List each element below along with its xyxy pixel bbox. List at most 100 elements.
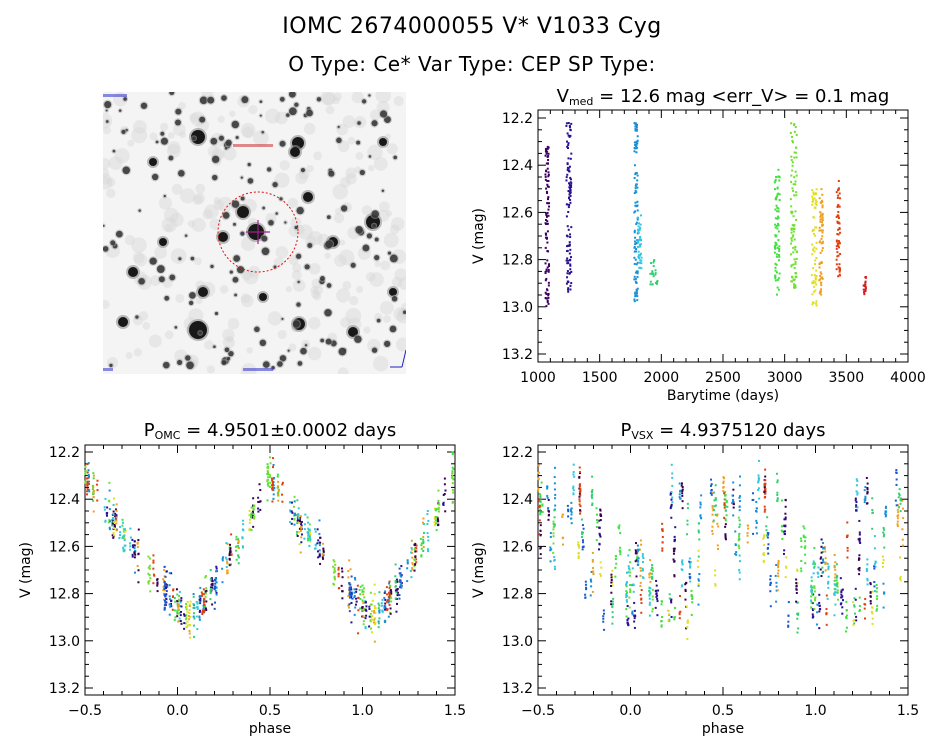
data-point: [230, 553, 233, 556]
data-point: [539, 553, 542, 556]
star: [112, 149, 116, 153]
data-point: [674, 606, 677, 609]
data-point: [873, 535, 876, 538]
data-point: [148, 580, 151, 583]
data-point: [317, 539, 320, 542]
data-point: [757, 459, 760, 462]
sky-haze: [308, 316, 321, 330]
data-point: [688, 575, 691, 578]
data-point: [649, 262, 652, 265]
star: [140, 102, 148, 109]
data-point: [610, 591, 613, 594]
data-point: [790, 135, 793, 138]
data-point: [170, 605, 173, 608]
data-point: [812, 562, 815, 565]
data-point: [547, 268, 550, 271]
data-point: [661, 541, 664, 544]
data-point: [791, 161, 794, 164]
chart-lightcurve: 1000 1500 2000 2500 3000 3500 400012.212.412.6…: [471, 109, 926, 404]
data-point: [237, 562, 240, 565]
data-point: [700, 517, 703, 520]
data-point: [763, 534, 766, 537]
data-point: [669, 493, 672, 496]
data-point: [667, 613, 670, 616]
data-point: [777, 559, 780, 562]
data-point: [824, 557, 827, 560]
star: [186, 361, 194, 370]
data-point: [92, 477, 95, 480]
data-point: [202, 604, 205, 607]
data-point: [732, 481, 735, 484]
data-point: [299, 551, 302, 554]
data-point: [538, 506, 541, 509]
data-point: [821, 204, 824, 207]
data-point: [855, 619, 858, 622]
data-point: [250, 528, 253, 531]
data-point: [199, 599, 202, 602]
data-point: [711, 530, 714, 533]
data-point: [681, 492, 684, 495]
x-tick-label: 1.5: [897, 703, 919, 719]
data-point: [668, 597, 671, 600]
data-point: [595, 539, 598, 542]
data-point: [795, 174, 798, 177]
data-point: [858, 573, 861, 576]
data-point: [567, 515, 570, 518]
star: [259, 100, 263, 103]
data-point: [636, 218, 639, 221]
data-point: [196, 628, 199, 631]
data-point: [546, 230, 549, 233]
data-point: [148, 564, 151, 567]
data-point: [103, 508, 106, 511]
data-point: [634, 129, 637, 132]
data-point: [567, 206, 570, 209]
data-point: [641, 560, 644, 563]
data-point: [176, 604, 179, 607]
data-point: [838, 192, 841, 195]
data-point: [565, 215, 568, 218]
data-point: [784, 518, 787, 521]
data-point: [714, 484, 717, 487]
sky-haze: [313, 285, 324, 295]
data-point: [648, 601, 651, 604]
data-point: [289, 509, 292, 512]
data-point: [566, 145, 569, 148]
data-point: [296, 534, 299, 537]
data-point: [396, 594, 399, 597]
data-point: [757, 487, 760, 490]
data-point: [546, 185, 549, 188]
sky-haze: [295, 171, 308, 185]
star: [218, 232, 228, 242]
data-point: [818, 263, 821, 266]
data-point: [598, 532, 601, 535]
data-point: [738, 509, 741, 512]
data-point: [813, 274, 816, 277]
data-point: [633, 278, 636, 281]
data-point: [898, 494, 901, 497]
data-point: [210, 577, 213, 580]
data-point: [731, 500, 734, 503]
data-point: [757, 479, 760, 482]
data-point: [545, 293, 548, 296]
data-point: [300, 520, 303, 523]
data-point: [569, 181, 572, 184]
data-point: [545, 288, 548, 291]
data-point: [774, 275, 777, 278]
data-point: [591, 551, 594, 554]
data-point: [873, 562, 876, 565]
data-point: [871, 622, 874, 625]
data-point: [347, 595, 350, 598]
star: [241, 96, 249, 104]
data-point: [767, 543, 770, 546]
data-point: [599, 573, 602, 576]
data-point: [722, 477, 725, 480]
data-point: [648, 594, 651, 597]
sky-haze: [340, 176, 351, 188]
data-point: [836, 214, 839, 217]
data-point: [611, 600, 614, 603]
data-point: [452, 491, 455, 494]
data-point: [340, 567, 343, 570]
star: [354, 335, 362, 343]
data-point: [755, 522, 758, 525]
sky-haze: [279, 159, 290, 171]
